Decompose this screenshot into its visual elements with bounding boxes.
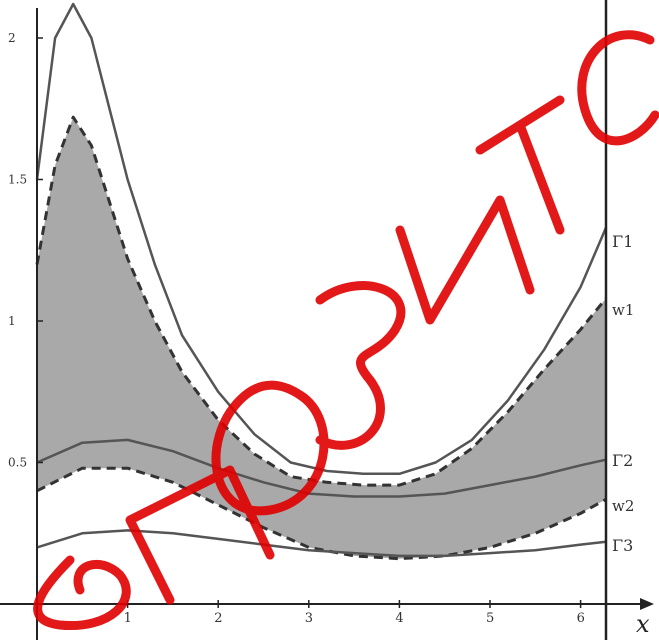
series-labels: Γ1 w1 Γ2 w2 Γ3 [612,232,634,555]
x-axis-label: x [636,610,650,638]
label-gamma2: Γ2 [612,451,633,470]
x-tick-label: 6 [577,611,585,626]
label-w2: w2 [612,497,634,515]
y-tick-label: 1.5 [8,173,27,187]
x-tick-label: 4 [395,611,403,626]
x-tick-label: 2 [214,611,222,626]
x-tick-label: 1 [124,611,132,626]
label-gamma3: Γ3 [612,536,633,555]
series-line-2gamma2 [36,438,607,498]
shaded-region-1 [37,117,606,497]
label-w1: w1 [612,301,634,319]
x-tick-label: 5 [486,611,494,626]
y-tick-label: 0.5 [8,456,27,470]
y-tick-label: 2 [8,31,16,45]
shaded-regions [37,117,606,559]
x-axis-arrow [640,598,654,610]
y-tick-label: 1 [8,314,16,328]
x-tick-label: 3 [305,611,313,626]
label-gamma1: Γ1 [612,232,633,251]
